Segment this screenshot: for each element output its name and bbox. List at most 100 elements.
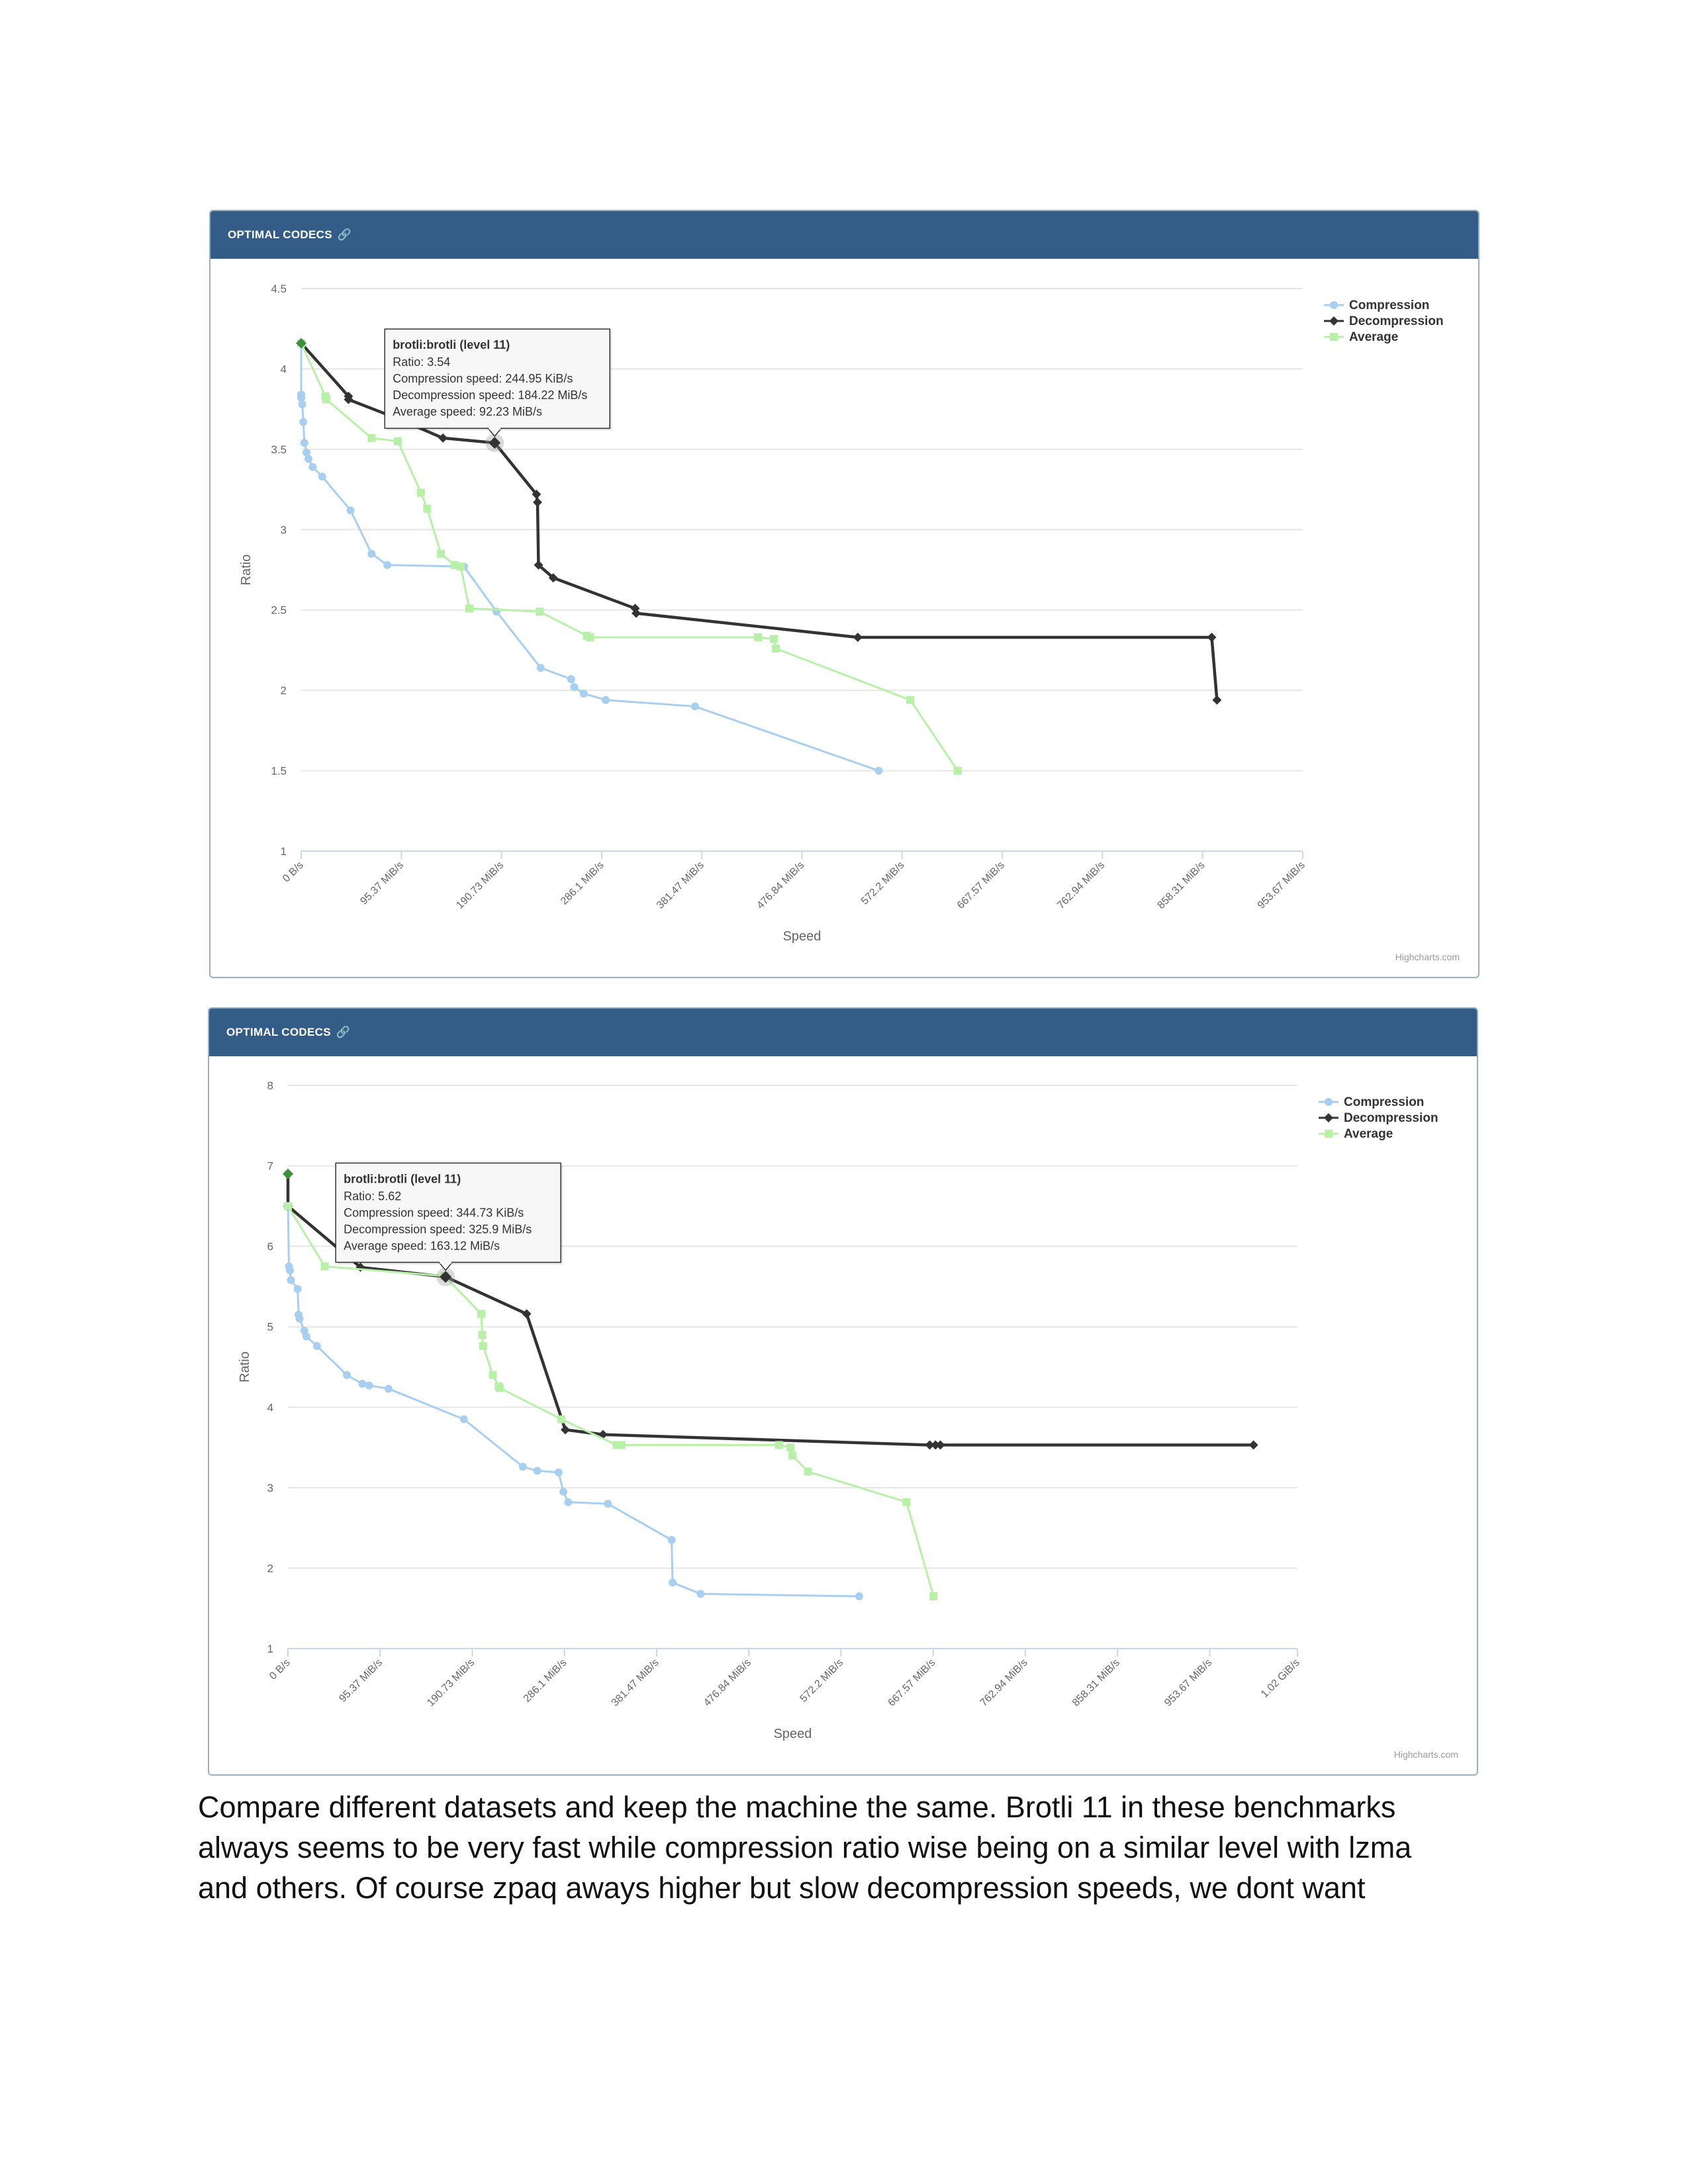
highlight-point bbox=[440, 1271, 452, 1283]
data-point bbox=[532, 489, 541, 499]
data-point bbox=[567, 675, 575, 684]
body-line: and others. Of course zpaq aways higher … bbox=[198, 1871, 1366, 1905]
data-point bbox=[416, 488, 425, 497]
x-tick-label: 572.2 MiB/s bbox=[859, 860, 907, 907]
y-axis-title: Ratio bbox=[238, 1351, 252, 1383]
legend-item-decompression[interactable]: Decompression bbox=[1324, 314, 1444, 328]
data-point bbox=[320, 1262, 329, 1271]
legend-item-average[interactable]: Average bbox=[1324, 330, 1398, 344]
tooltip: brotli:brotli (level 11) Ratio: 5.62 Compr… bbox=[335, 1162, 563, 1271]
data-point bbox=[495, 1384, 504, 1392]
data-point bbox=[518, 1463, 527, 1471]
data-point bbox=[564, 1498, 573, 1506]
highcharts-credit[interactable]: Highcharts.com bbox=[1394, 1749, 1458, 1760]
data-point bbox=[874, 766, 883, 775]
y-tick-label: 4 bbox=[281, 363, 287, 375]
data-point bbox=[696, 1590, 705, 1598]
legend-label: Compression bbox=[1349, 298, 1429, 312]
data-point bbox=[769, 635, 778, 643]
y-tick-label: 1 bbox=[281, 845, 287, 858]
legend-label: Decompression bbox=[1349, 314, 1444, 328]
x-tick-label: 381.47 MiB/s bbox=[610, 1657, 661, 1709]
tooltip-title: brotli:brotli (level 11) bbox=[393, 338, 510, 351]
y-tick-label: 1 bbox=[267, 1643, 273, 1655]
data-point bbox=[318, 473, 326, 481]
legend-label: Average bbox=[1349, 330, 1398, 344]
start-marker bbox=[283, 1168, 293, 1179]
data-point bbox=[902, 1498, 911, 1506]
data-point bbox=[478, 1330, 487, 1339]
data-point bbox=[438, 433, 448, 443]
data-point bbox=[617, 1441, 626, 1449]
legend-marker bbox=[1330, 333, 1338, 341]
data-point bbox=[536, 664, 545, 672]
data-point bbox=[559, 1487, 568, 1496]
x-tick-label: 572.2 MiB/s bbox=[798, 1657, 846, 1705]
data-point bbox=[669, 1578, 677, 1587]
tooltip: brotli:brotli (level 11) Ratio: 3.54 Compr… bbox=[384, 328, 612, 437]
data-point bbox=[548, 573, 558, 583]
tooltip-line: Decompression speed: 325.9 MiB/s bbox=[344, 1222, 532, 1236]
x-tick-label: 381.47 MiB/s bbox=[655, 860, 706, 911]
legend-item-compression[interactable]: Compression bbox=[1319, 1095, 1424, 1109]
data-point bbox=[477, 1310, 486, 1318]
chart-plot-2: 1 2 3 4 5 6 7 8 0 B/s 95.37 MiB/s 190.73 MiB/s 286.… bbox=[238, 1079, 1458, 1760]
data-point bbox=[393, 437, 402, 445]
data-point bbox=[774, 1441, 783, 1449]
y-tick-label: 3.5 bbox=[271, 443, 287, 456]
data-point bbox=[1248, 1440, 1258, 1450]
data-point bbox=[312, 1342, 321, 1350]
data-point bbox=[602, 696, 610, 704]
legend-marker bbox=[1325, 1098, 1333, 1106]
panel-title: OPTIMAL CODECS bbox=[228, 228, 332, 241]
tooltip-line: Average speed: 92.23 MiB/s bbox=[393, 405, 542, 418]
data-point bbox=[579, 690, 588, 698]
tooltip-title: brotli:brotli (level 11) bbox=[344, 1172, 461, 1185]
highcharts-credit[interactable]: Highcharts.com bbox=[1395, 952, 1460, 962]
data-point bbox=[459, 1415, 468, 1424]
x-tick-label: 858.31 MiB/s bbox=[1070, 1657, 1122, 1709]
legend-label: Decompression bbox=[1344, 1111, 1438, 1125]
body-line: always seems to be very fast while compr… bbox=[198, 1831, 1412, 1864]
legend-marker bbox=[1324, 1113, 1333, 1122]
x-tick-label: 762.94 MiB/s bbox=[1055, 860, 1107, 911]
data-point bbox=[344, 394, 353, 404]
data-point bbox=[935, 1440, 945, 1450]
y-tick-label: 2 bbox=[267, 1562, 273, 1574]
data-point bbox=[479, 1342, 487, 1350]
tooltip-box bbox=[384, 328, 611, 429]
y-tick-label: 2.5 bbox=[271, 604, 287, 617]
x-axis-title: Speed bbox=[783, 929, 821, 944]
data-point bbox=[522, 1309, 532, 1319]
y-tick-label: 1.5 bbox=[271, 765, 287, 778]
x-tick-label: 286.1 MiB/s bbox=[559, 860, 606, 907]
link-icon[interactable]: 🔗 bbox=[336, 1026, 351, 1038]
chart-plot-1: 1 1.5 2 2.5 3 3.5 4 4.5 0 B/s 95.37 MiB/s 190.73 M… bbox=[239, 283, 1460, 962]
data-point bbox=[295, 1314, 304, 1323]
legend-item-compression[interactable]: Compression bbox=[1324, 298, 1429, 312]
legend-marker bbox=[1330, 301, 1338, 309]
x-axis-title: Speed bbox=[774, 1727, 812, 1741]
link-icon[interactable]: 🔗 bbox=[337, 228, 352, 241]
data-point bbox=[489, 1371, 497, 1379]
y-tick-label: 4 bbox=[267, 1401, 273, 1414]
data-point bbox=[788, 1451, 797, 1460]
legend-marker bbox=[1329, 316, 1338, 326]
tooltip-pointer-mask bbox=[489, 427, 501, 430]
data-point bbox=[557, 1415, 566, 1424]
body-line: Compare different datasets and keep the … bbox=[198, 1790, 1396, 1824]
data-point bbox=[367, 549, 376, 558]
data-point bbox=[285, 1266, 294, 1275]
data-point bbox=[284, 1202, 292, 1210]
chart-panel-2: OPTIMAL CODECS 🔗 1 2 3 4 5 6 7 8 0 B/s 95.37 MiB/… bbox=[208, 1007, 1478, 1776]
chart-panel-1: OPTIMAL CODECS 🔗 1 1.5 2 2.5 3 3.5 4 4.5 0 B/s 95… bbox=[209, 210, 1479, 978]
data-point bbox=[632, 608, 641, 618]
legend-item-average[interactable]: Average bbox=[1319, 1127, 1393, 1141]
x-tick-label: 762.94 MiB/s bbox=[978, 1657, 1030, 1709]
legend-marker bbox=[1325, 1130, 1333, 1138]
data-point bbox=[754, 633, 763, 641]
data-point bbox=[355, 1262, 365, 1272]
legend-item-decompression[interactable]: Decompression bbox=[1319, 1111, 1438, 1125]
data-point bbox=[534, 560, 543, 570]
data-point bbox=[533, 1467, 541, 1475]
